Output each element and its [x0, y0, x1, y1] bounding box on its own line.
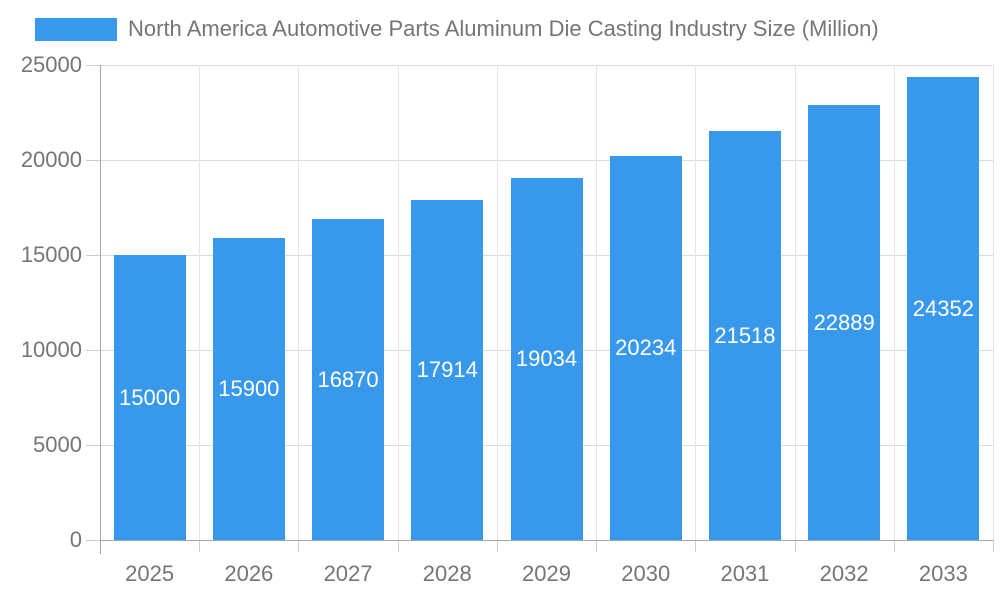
y-tick-mark: [86, 350, 100, 351]
y-tick-mark: [86, 65, 100, 66]
y-axis-label: 0: [69, 527, 82, 552]
x-gridline: [695, 65, 697, 540]
x-tick-mark: [298, 540, 300, 552]
y-tick-mark: [86, 255, 100, 256]
x-axis-label: 2029: [522, 561, 571, 586]
x-tick-mark: [794, 540, 796, 552]
bar-2029: [510, 178, 583, 540]
bar-value-label: 17914: [416, 356, 478, 382]
legend-swatch: [35, 17, 117, 41]
bar-value-label: 19034: [515, 346, 578, 372]
x-tick-mark: [695, 540, 697, 552]
x-gridline: [298, 65, 300, 540]
bar-2032: [808, 105, 881, 540]
y-tick-mark: [86, 540, 100, 541]
bar-2027: [312, 219, 385, 540]
y-tick-mark: [86, 160, 100, 161]
x-gridline: [794, 65, 796, 540]
y-axis-label: 20000: [20, 147, 82, 172]
x-gridline: [199, 65, 201, 540]
bar-2031: [708, 131, 781, 540]
bar-value-label: 16870: [317, 366, 379, 392]
legend-label: North America Automotive Parts Aluminum …: [128, 16, 879, 41]
x-gridline: [397, 65, 399, 540]
bar-value-label: 15900: [218, 375, 280, 401]
x-tick-mark: [397, 540, 399, 552]
x-gridline: [496, 65, 498, 540]
y-axis-label: 10000: [20, 337, 82, 362]
x-gridline: [993, 65, 994, 540]
x-axis-line: [100, 540, 993, 541]
y-axis-label: 25000: [20, 52, 82, 77]
bar-value-label: 15000: [119, 384, 181, 410]
legend: North America Automotive Parts Aluminum …: [35, 16, 879, 41]
bar-2025: [113, 255, 186, 540]
x-axis-label: 2030: [621, 561, 671, 586]
x-axis-label: 2031: [720, 561, 770, 586]
y-gridline: [100, 160, 993, 161]
y-tick-mark: [86, 445, 100, 446]
x-tick-mark: [199, 540, 201, 552]
x-tick-mark: [496, 540, 498, 552]
y-axis-label: 5000: [33, 432, 82, 457]
bar-value-label: 24352: [912, 295, 974, 321]
x-gridline: [893, 65, 895, 540]
bar-2026: [212, 237, 285, 540]
x-axis-label: 2032: [819, 561, 869, 586]
bar-value-label: 22889: [813, 309, 875, 335]
x-gridline: [596, 65, 598, 540]
bar-2030: [609, 155, 682, 540]
x-tick-mark: [893, 540, 895, 552]
x-axis-label: 2027: [323, 561, 373, 586]
bar-2028: [411, 199, 484, 540]
x-axis-label: 2025: [125, 561, 175, 586]
x-axis-label: 2028: [422, 561, 472, 586]
bar-2033: [907, 77, 980, 540]
y-gridline: [100, 65, 993, 66]
y-axis-line: [100, 65, 101, 554]
x-axis-label: 2026: [224, 561, 274, 586]
bar-value-label: 21518: [714, 322, 776, 348]
y-axis-label: 15000: [20, 242, 82, 267]
x-tick-mark: [596, 540, 598, 552]
x-axis-label: 2033: [918, 561, 968, 586]
x-tick-mark: [993, 540, 994, 552]
bar-value-label: 20234: [615, 334, 677, 360]
